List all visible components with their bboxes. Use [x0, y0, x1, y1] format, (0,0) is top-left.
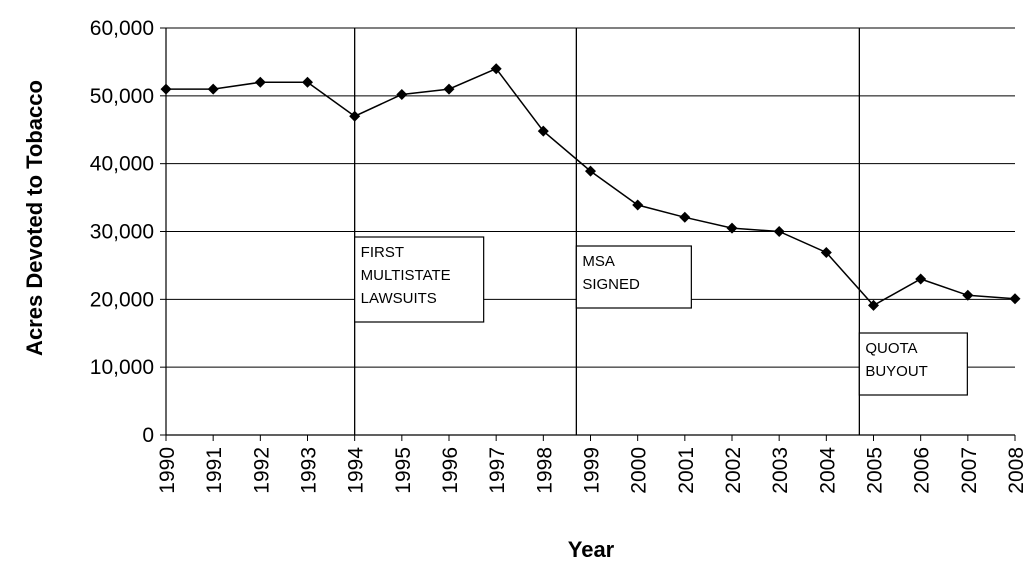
x-tick-labels: 1990 1991 1992 1993 1994 1995 1996 1997 1998 1999… [156, 447, 1023, 494]
y-tick-label: 10,000 [90, 356, 154, 379]
data-point [632, 199, 644, 211]
annotation-text: QUOTA [865, 340, 917, 357]
data-point [726, 222, 738, 234]
gridlines [166, 27, 1015, 368]
annotation-text: MULTISTATE [361, 267, 451, 284]
axes [160, 27, 1016, 441]
y-axis-title: Acres Devoted to Tobacco [22, 80, 47, 356]
x-tick-label: 2005 [864, 447, 887, 494]
x-tick-label: 2008 [1005, 447, 1023, 494]
x-tick-label: 1994 [345, 447, 368, 494]
x-tick-label: 2004 [816, 447, 839, 494]
event-annotation: FIRST MULTISTATE LAWSUITS [354, 236, 485, 323]
annotation-text: LAWSUITS [361, 290, 437, 307]
x-tick-label: 1995 [392, 447, 415, 494]
data-point [207, 83, 219, 95]
data-point [585, 165, 596, 177]
series-line [160, 63, 1021, 311]
y-tick-label: 20,000 [90, 288, 154, 311]
annotation-text: MSA [582, 253, 615, 270]
data-point [302, 76, 313, 88]
data-point [868, 299, 879, 311]
x-tick-label: 2000 [628, 447, 651, 494]
event-annotation: MSA SIGNED [575, 245, 692, 309]
x-tick-label: 2001 [675, 447, 698, 494]
x-tick-label: 2003 [769, 447, 792, 494]
data-point [160, 83, 172, 95]
data-point [490, 63, 502, 75]
x-tick-label: 1998 [533, 447, 556, 494]
event-annotations: FIRST MULTISTATE LAWSUITS MSA SIGNED QUOTA BUY… [354, 236, 968, 396]
x-tick-label: 1999 [581, 447, 604, 494]
data-point [962, 289, 974, 301]
data-point [915, 273, 927, 285]
x-tick-label: 1990 [156, 447, 179, 494]
x-tick-label: 2006 [911, 447, 934, 494]
x-tick-label: 1991 [203, 447, 226, 494]
x-tick-label: 1992 [250, 447, 273, 494]
y-tick-label: 60,000 [90, 17, 154, 40]
y-tick-label: 40,000 [90, 153, 154, 176]
annotation-text: FIRST [361, 244, 404, 261]
annotation-box [575, 245, 692, 309]
event-annotation: QUOTA BUYOUT [858, 332, 968, 396]
data-point [443, 83, 455, 95]
data-point [820, 247, 832, 258]
data-point [396, 89, 408, 100]
y-tick-labels: 0 10,000 20,000 30,000 40,000 50,000 60,000 [90, 17, 154, 447]
x-tick-label: 1993 [298, 447, 321, 494]
annotation-box [858, 332, 968, 396]
data-point [1009, 293, 1021, 305]
annotation-text: SIGNED [582, 276, 640, 293]
x-tick-label: 2007 [958, 447, 981, 494]
y-tick-label: 30,000 [90, 221, 154, 244]
annotation-box [354, 236, 485, 323]
data-point [537, 125, 549, 137]
data-point [254, 76, 266, 88]
x-axis-title: Year [568, 537, 615, 562]
data-point [679, 211, 691, 223]
x-tick-label: 2002 [722, 447, 745, 494]
y-tick-label: 0 [142, 424, 154, 447]
annotation-text: BUYOUT [865, 363, 928, 380]
x-tick-label: 1997 [486, 447, 509, 494]
y-tick-label: 50,000 [90, 85, 154, 108]
x-tick-label: 1996 [439, 447, 462, 494]
data-point [773, 226, 785, 237]
data-point [349, 110, 361, 122]
